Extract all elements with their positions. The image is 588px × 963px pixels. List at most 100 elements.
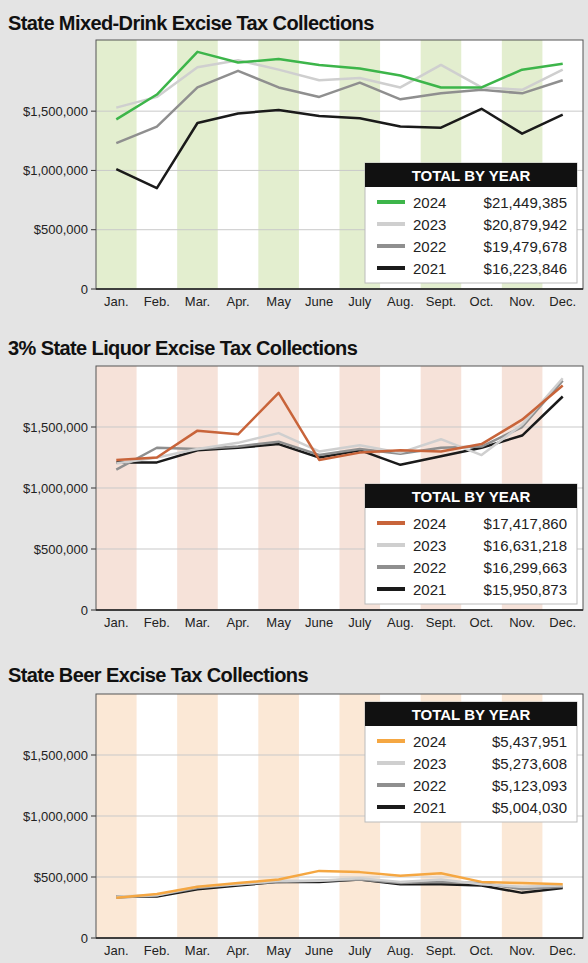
legend-header <box>365 163 577 187</box>
series-line <box>116 397 562 465</box>
x-tick-label: May <box>266 615 291 630</box>
x-tick-label: Oct. <box>470 294 494 309</box>
page: {"chart_data": [ {"type": "line", "title… <box>0 0 588 963</box>
x-tick-label: June <box>305 615 333 630</box>
legend-swatch <box>377 200 405 204</box>
x-tick-label: Mar. <box>185 294 210 309</box>
plot-area <box>96 694 583 938</box>
x-tick-label: Feb. <box>144 943 170 958</box>
grid-line <box>96 111 583 112</box>
series-line <box>116 52 562 120</box>
x-tick-label: Oct. <box>470 615 494 630</box>
x-tick-label: Apr. <box>226 615 249 630</box>
x-tick-label: Oct. <box>470 943 494 958</box>
legend-total: $17,417,860 <box>484 515 567 532</box>
x-tick-label: Mar. <box>185 943 210 958</box>
legend-label: 2023 <box>413 216 446 233</box>
x-tick-label: July <box>348 294 372 309</box>
plot-frame <box>96 694 583 938</box>
y-tick-label: $1,000,000 <box>23 163 88 178</box>
legend: TOTAL BY YEAR2024$17,417,8602023$16,631,… <box>365 484 577 604</box>
y-tick-label: $1,500,000 <box>23 748 88 763</box>
legend-box <box>365 163 577 283</box>
legend-swatch <box>377 565 405 569</box>
legend-total: $21,449,385 <box>484 194 567 211</box>
x-tick-label: Apr. <box>226 943 249 958</box>
x-axis <box>96 609 583 611</box>
legend-label: 2021 <box>413 260 446 277</box>
legend-total: $5,004,030 <box>492 799 567 816</box>
legend-swatch <box>377 266 405 270</box>
legend-swatch <box>377 244 405 248</box>
column-shade <box>258 40 299 289</box>
tick-mark <box>91 816 96 817</box>
tick-mark <box>91 170 96 171</box>
series-lines <box>116 52 562 188</box>
tick-mark <box>91 111 96 112</box>
legend-label: 2024 <box>413 733 446 750</box>
tick-mark <box>91 755 96 756</box>
legend-label: 2022 <box>413 559 446 576</box>
plot-frame <box>96 366 583 610</box>
grid-line <box>96 877 583 878</box>
legend-header <box>365 702 577 726</box>
x-axis <box>96 937 583 939</box>
y-tick-label: $1,500,000 <box>23 104 88 119</box>
y-tick-label: $500,000 <box>34 542 88 557</box>
x-tick-label: Sept. <box>426 943 456 958</box>
legend-title: TOTAL BY YEAR <box>412 167 531 184</box>
plot-frame <box>96 40 583 289</box>
tick-mark <box>91 938 96 939</box>
series-lines <box>116 871 562 898</box>
chart-panel: 3% State Liquor Excise Tax Collections 0 $… <box>8 337 583 630</box>
chart-title: 3% State Liquor Excise Tax Collections <box>8 337 358 359</box>
legend-swatch <box>377 739 405 743</box>
x-tick-label: Jan. <box>104 615 129 630</box>
legend-total: $15,950,873 <box>484 581 567 598</box>
legend-total: $16,223,846 <box>484 260 567 277</box>
x-tick-label: May <box>266 294 291 309</box>
legend-total: $16,631,218 <box>484 537 567 554</box>
x-tick-label: Dec. <box>549 943 576 958</box>
chart-canvas: State Mixed-Drink Excise Tax Collections… <box>0 0 588 963</box>
legend-box <box>365 702 577 822</box>
tick-mark <box>91 427 96 428</box>
legend-swatch <box>377 222 405 226</box>
y-tick-label: $1,000,000 <box>23 809 88 824</box>
x-tick-label: Sept. <box>426 615 456 630</box>
legend-swatch <box>377 587 405 591</box>
x-tick-label: Nov. <box>509 615 535 630</box>
tick-mark <box>91 877 96 878</box>
legend-total: $5,123,093 <box>492 777 567 794</box>
y-tick-label: $500,000 <box>34 870 88 885</box>
series-line <box>116 378 562 463</box>
tick-mark <box>91 488 96 489</box>
legend: TOTAL BY YEAR2024$21,449,3852023$20,879,… <box>365 163 577 283</box>
legend-label: 2023 <box>413 755 446 772</box>
legend-title: TOTAL BY YEAR <box>412 488 531 505</box>
legend-swatch <box>377 761 405 765</box>
x-tick-label: Jan. <box>104 294 129 309</box>
y-tick-label: 0 <box>81 603 88 618</box>
y-tick-label: 0 <box>81 931 88 946</box>
series-line <box>116 381 562 470</box>
x-tick-label: Aug. <box>387 294 414 309</box>
legend-swatch <box>377 805 405 809</box>
background <box>0 0 588 963</box>
legend-swatch <box>377 521 405 525</box>
legend-label: 2021 <box>413 799 446 816</box>
legend-total: $16,299,663 <box>484 559 567 576</box>
legend-box <box>365 484 577 604</box>
tick-mark <box>91 549 96 550</box>
legend-header <box>365 484 577 508</box>
legend-label: 2023 <box>413 537 446 554</box>
x-tick-label: Feb. <box>144 294 170 309</box>
series-line <box>116 871 562 898</box>
x-tick-label: Jan. <box>104 943 129 958</box>
legend: TOTAL BY YEAR2024$5,437,9512023$5,273,60… <box>365 702 577 822</box>
tick-mark <box>91 610 96 611</box>
y-tick-label: $1,500,000 <box>23 420 88 435</box>
x-tick-label: Aug. <box>387 943 414 958</box>
y-tick-label: 0 <box>81 282 88 297</box>
legend-total: $20,879,942 <box>484 216 567 233</box>
